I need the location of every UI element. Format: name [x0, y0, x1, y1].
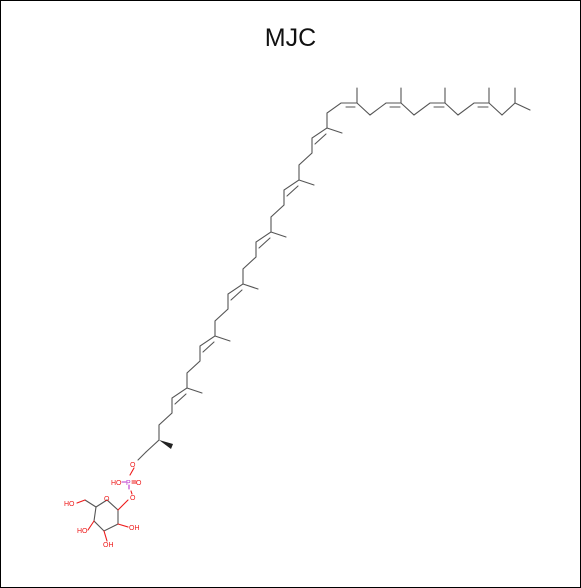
double-bond: [286, 185, 299, 197]
bond-anomeric: [117, 499, 129, 511]
methyl: [270, 231, 287, 238]
atom-o-glycosidic: O: [130, 495, 136, 502]
bond-c2-oh: [117, 523, 129, 528]
methyl: [186, 387, 203, 394]
atom-oh-c2: OH: [129, 525, 140, 532]
bond-c6: [84, 499, 97, 508]
chain-backbone: [145, 102, 516, 453]
atom-oh-c4: HO: [77, 528, 88, 535]
double-bond: [230, 289, 243, 301]
isoprenoid-chain: [145, 87, 531, 453]
phosphate-group: O P O HO O: [111, 451, 147, 502]
double-bond: [314, 133, 327, 145]
bond-c6-oh: [76, 499, 86, 504]
atom-o-ester: O: [130, 462, 136, 469]
atom-phosphorus: P: [126, 480, 131, 487]
figure-title: MJC: [264, 24, 317, 52]
sugar-ring: O HO HO OH OH: [64, 496, 140, 549]
bond-c-o: [137, 451, 147, 461]
bond-c3-oh: [103, 530, 108, 542]
atom-ch2oh: HO: [64, 501, 75, 508]
bond-c4-oh: [87, 520, 95, 531]
bond-o-glyco: [130, 490, 133, 495]
double-bond: [202, 341, 215, 353]
ring-bonds: [93, 499, 119, 532]
atom-oh-c3: OH: [103, 542, 114, 549]
double-bond: [174, 393, 187, 405]
double-bond: [258, 237, 271, 249]
atom-hydroxyl-p: HO: [111, 480, 122, 487]
methyl: [242, 283, 259, 290]
stereo-methyl-wedge: [159, 440, 173, 449]
bond-o-p: [129, 467, 135, 476]
atom-ring-o: O: [104, 496, 110, 503]
methyl: [326, 127, 343, 134]
methyl: [514, 102, 531, 111]
atom-o-double: O: [136, 480, 142, 487]
methyl: [214, 335, 231, 342]
methyl: [298, 179, 315, 186]
